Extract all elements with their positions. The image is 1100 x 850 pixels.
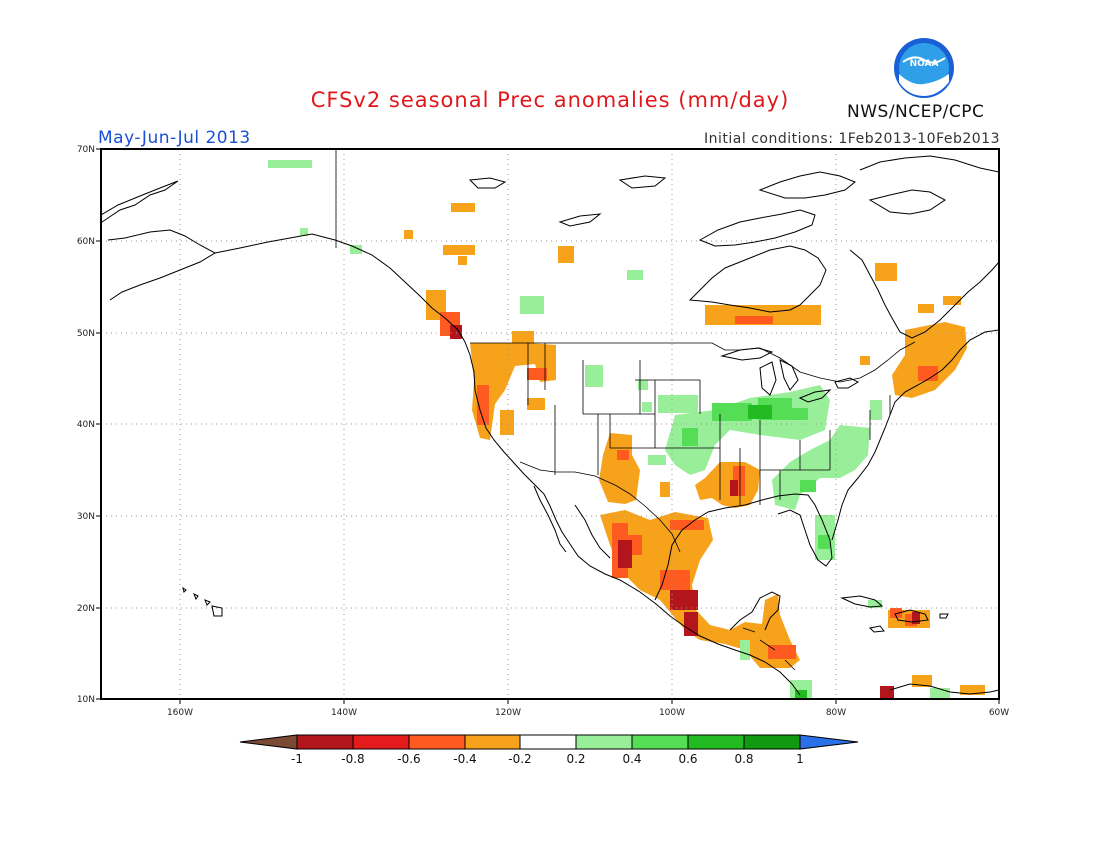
colorbar-label: 0.8: [734, 752, 753, 766]
colorbar-label: -0.4: [453, 752, 476, 766]
color-bar: [239, 734, 859, 750]
colorbar-label: -1: [291, 752, 303, 766]
lon-axis-labels: 160W 140W 120W 100W 80W 60W: [167, 708, 1009, 718]
lat-label: 40N: [77, 420, 95, 430]
lat-label: 70N: [77, 145, 95, 155]
colorbar-cell: [687, 734, 745, 750]
colorbar-cell: [352, 734, 410, 750]
lon-label: 140W: [331, 708, 357, 718]
noaa-logo-text: NOAA: [910, 59, 939, 69]
colorbar-label: 0.6: [678, 752, 697, 766]
colorbar-label: 1: [796, 752, 804, 766]
lon-label: 80W: [826, 708, 846, 718]
colorbar-cell: [575, 734, 633, 750]
colorbar-high-arrow: [799, 734, 859, 750]
lat-label: 50N: [77, 329, 95, 339]
agency-label: NWS/NCEP/CPC: [847, 102, 985, 122]
chart-title: CFSv2 seasonal Prec anomalies (mm/day): [310, 88, 790, 112]
political-boundaries: [335, 149, 916, 671]
colorbar-cell: [296, 734, 354, 750]
colorbar-cell: [519, 734, 577, 750]
axis-ticks: [96, 148, 1000, 704]
colorbar-label: -0.8: [341, 752, 364, 766]
colorbar-label: 0.2: [566, 752, 585, 766]
lon-label: 160W: [167, 708, 193, 718]
anomaly-layer: [268, 160, 985, 698]
lon-label: 60W: [989, 708, 1009, 718]
colorbar-label: -0.6: [397, 752, 420, 766]
lat-label: 20N: [77, 604, 95, 614]
coastlines: [101, 155, 999, 696]
colorbar-label: -0.2: [508, 752, 531, 766]
lon-label: 100W: [659, 708, 685, 718]
lat-label: 10N: [77, 695, 95, 705]
colorbar-low-arrow: [239, 734, 298, 750]
lat-axis-labels: 10N 20N 30N 40N 50N 60N 70N: [77, 145, 95, 705]
colorbar-label: 0.4: [622, 752, 641, 766]
colorbar-cell: [464, 734, 521, 750]
colorbar-labels: -1 -0.8 -0.6 -0.4 -0.2 0.2 0.4 0.6 0.8 1: [291, 752, 804, 766]
colorbar-cell: [743, 734, 801, 750]
noaa-logo: NOAA: [894, 38, 954, 98]
forecast-period: May-Jun-Jul 2013: [98, 128, 251, 148]
lon-label: 120W: [495, 708, 521, 718]
graticule: [101, 149, 999, 699]
lat-label: 60N: [77, 237, 95, 247]
lat-label: 30N: [77, 512, 95, 522]
colorbar-cell: [631, 734, 689, 750]
initial-conditions: Initial conditions: 1Feb2013-10Feb2013: [704, 131, 1000, 147]
colorbar-cell: [408, 734, 466, 750]
